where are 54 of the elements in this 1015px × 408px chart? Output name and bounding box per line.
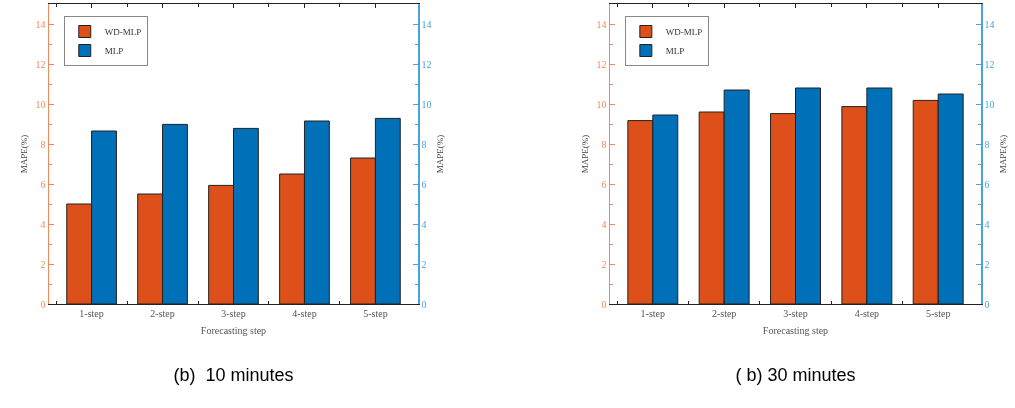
legend-label: WD-MLP	[665, 27, 703, 38]
x-tick-label: 2-step	[711, 308, 737, 319]
y-tick-label: 10	[35, 98, 46, 110]
x-tick-label: 5-step	[925, 308, 951, 319]
y-tick-label: 2	[601, 258, 607, 270]
y2-axis-title: MAPE(%)	[998, 134, 1009, 174]
y2-tick-label: 12	[421, 58, 432, 70]
y2-tick-label: 0	[421, 298, 427, 310]
y-tick-label: 2	[40, 258, 46, 270]
y2-tick-label: 10	[984, 98, 995, 110]
x-tick-label: 4-step	[854, 308, 880, 319]
y-tick-label: 8	[601, 138, 607, 150]
y2-tick-label: 6	[984, 178, 990, 190]
x-tick-label: 1-step	[640, 308, 666, 319]
legend-label: WD-MLP	[104, 27, 142, 38]
y2-tick-label: 6	[421, 178, 427, 190]
x-tick-label: 3-step	[783, 308, 808, 319]
y-tick-label: 0	[40, 298, 46, 310]
x-axis-title: Forecasting step	[200, 324, 267, 336]
y2-tick-label: 0	[984, 298, 990, 310]
y-tick-label: 0	[601, 298, 607, 310]
y2-tick-label: 8	[421, 138, 427, 150]
y2-tick-label: 4	[984, 218, 990, 230]
y2-tick-label: 14	[984, 18, 995, 30]
legend-label: MLP	[665, 46, 685, 57]
y-axis-title: MAPE(%)	[580, 134, 591, 174]
x-tick-label: 1-step	[79, 308, 104, 319]
x-tick-label: 4-step	[292, 308, 317, 319]
x-tick-label: 5-step	[363, 308, 388, 319]
y-tick-label: 8	[40, 138, 46, 150]
y-tick-label: 4	[40, 218, 46, 230]
y-tick-label: 6	[40, 178, 46, 190]
y2-tick-label: 2	[421, 258, 427, 270]
y2-tick-label: 14	[421, 18, 432, 30]
x-axis-title: Forecasting step	[762, 324, 829, 336]
y-tick-label: 14	[596, 18, 607, 30]
y2-tick-label: 4	[421, 218, 427, 230]
text: ( b) 30 minutes	[735, 365, 856, 386]
x-tick-label: 2-step	[150, 308, 175, 319]
x-tick-label: 3-step	[221, 308, 246, 319]
y-tick-label: 14	[35, 18, 46, 30]
y-tick-label: 12	[35, 58, 46, 70]
y2-tick-label: 12	[984, 58, 995, 70]
y2-tick-label: 10	[421, 98, 432, 110]
y2-tick-label: 8	[984, 138, 990, 150]
y-tick-label: 4	[601, 218, 607, 230]
y2-tick-label: 2	[984, 258, 990, 270]
y-axis-title: MAPE(%)	[19, 134, 30, 174]
y-tick-label: 12	[596, 58, 607, 70]
y-tick-label: 6	[601, 178, 607, 190]
legend-label: MLP	[104, 46, 124, 57]
y-tick-label: 10	[596, 98, 607, 110]
text: (b) 10 minutes	[173, 365, 294, 386]
y2-axis-title: MAPE(%)	[435, 134, 446, 174]
